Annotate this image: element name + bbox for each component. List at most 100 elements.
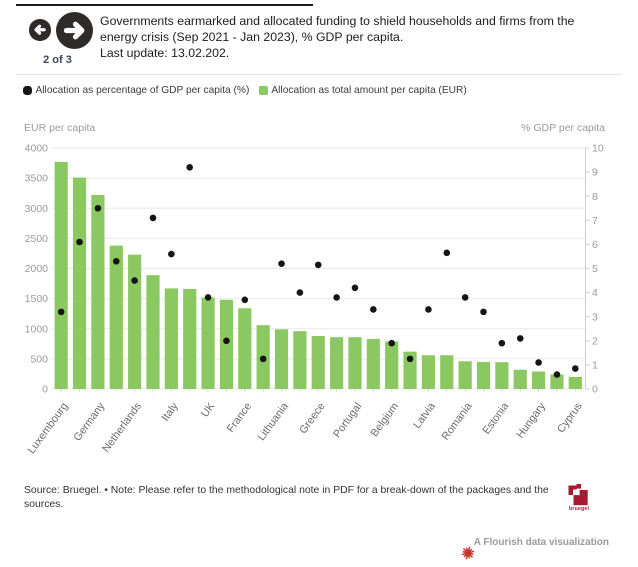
left-axis-tick-label: 500 [30,353,48,365]
dot-country-18[interactable] [370,306,377,313]
left-axis-tick-label: 4000 [25,143,49,155]
bar-country-8[interactable] [183,288,197,389]
slide-counter: 2 of 3 [43,54,72,66]
right-axis-tick-label: 4 [592,287,598,299]
previous-slide-button[interactable] [29,19,51,41]
bar-country-26[interactable] [513,369,527,389]
bar-netherlands[interactable] [128,254,142,389]
dot-country-22[interactable] [443,249,451,257]
dot-country-24[interactable] [480,308,487,316]
bar-luxembourg[interactable] [54,161,68,389]
x-axis-label-luxembourg: Luxembourg [26,401,71,457]
dot-italy[interactable] [168,250,175,258]
dot-estonia[interactable] [498,339,506,347]
bar-belgium[interactable] [385,341,399,389]
dot-latvia[interactable] [425,306,432,313]
bar-lithuania[interactable] [274,329,289,389]
dot-germany[interactable] [94,204,102,212]
dot-country-6[interactable] [149,214,157,222]
bar-portugal[interactable] [348,337,362,389]
dot-country-20[interactable] [406,355,414,363]
dot-lithuania[interactable] [278,260,285,267]
bar-country-10[interactable] [219,299,234,389]
x-axis-label-lithuania: Lithuania [255,401,290,444]
legend-label: Allocation as percentage of GDP per capi… [35,85,250,96]
next-slide-button[interactable] [56,12,93,49]
legend-item-total-amount[interactable]: Allocation as total amount per capita (E… [249,85,467,96]
right-axis-title: % GDP per capita [521,122,605,134]
right-axis-tick-label: 7 [592,215,598,227]
right-axis-tick-label: 3 [592,311,598,323]
arrow-right-icon [63,21,85,40]
dot-cyprus[interactable] [572,365,579,372]
bar-country-4[interactable] [109,245,123,389]
dot-portugal[interactable] [351,284,359,292]
x-axis-label-romania: Romania [439,401,474,443]
dot-country-26[interactable] [516,335,524,342]
bar-estonia[interactable] [495,362,509,389]
bar-country-16[interactable] [330,337,344,389]
x-axis-label-cyprus: Cyprus [555,400,585,435]
dot-romania[interactable] [461,294,469,301]
x-axis-label-estonia: Estonia [480,401,511,437]
bar-italy[interactable] [164,288,178,389]
bar-france[interactable] [238,308,252,389]
x-axis-label-germany: Germany [72,400,108,443]
bar-cyprus[interactable] [568,376,582,389]
dot-country-8[interactable] [186,163,194,171]
left-axis-tick-label: 1000 [25,323,49,335]
arrow-left-icon [34,24,46,35]
dot-country-28[interactable] [553,371,561,378]
flourish-attribution[interactable]: A Flourish data visualization [473,537,609,548]
bar-country-18[interactable] [366,338,380,389]
source-note: Source: Bruegel. • Note: Please refer to… [24,485,549,510]
legend: Allocation as percentage of GDP per capi… [23,85,623,96]
x-axis-label-portugal: Portugal [331,401,364,441]
x-axis-label-belgium: Belgium [368,401,401,440]
x-axis-label-latvia: Latvia [411,401,438,431]
bar-country-20[interactable] [403,351,417,389]
dot-country-10[interactable] [223,337,230,345]
dot-country-14[interactable] [296,289,304,296]
dot-country-12[interactable] [259,355,267,363]
header-divider [16,74,622,75]
bar-country-22[interactable] [440,355,454,389]
dot-hungary[interactable] [535,359,542,366]
bar-country-24[interactable] [476,361,491,389]
dot-country-2[interactable] [76,238,83,246]
dot-luxembourg[interactable] [57,308,65,316]
right-axis-tick-label: 9 [592,167,598,179]
bar-germany[interactable] [91,194,105,389]
bar-greece[interactable] [311,335,325,389]
bar-country-6[interactable] [146,275,160,389]
left-axis-title: EUR per capita [24,122,96,134]
left-axis-tick-label: 3000 [25,203,49,215]
bar-country-14[interactable] [293,331,307,389]
bar-country-2[interactable] [72,177,87,389]
bar-hungary[interactable] [531,371,546,389]
left-axis-tick-label: 0 [42,384,48,396]
flourish-logo-icon[interactable] [461,546,475,560]
bar-uk[interactable] [201,297,215,389]
right-axis-tick-label: 8 [592,191,598,203]
dot-netherlands[interactable] [131,277,138,284]
bar-latvia[interactable] [421,355,436,389]
dot-france[interactable] [241,296,249,304]
black-dot-legend-icon [23,86,32,95]
bar-country-28[interactable] [550,374,564,389]
dot-country-16[interactable] [333,294,340,301]
legend-item-gdp-percentage[interactable]: Allocation as percentage of GDP per capi… [23,85,249,96]
green-square-legend-icon [259,86,268,95]
legend-label: Allocation as total amount per capita (E… [271,85,467,96]
dot-uk[interactable] [204,294,212,301]
bruegel-logo: bruegel [568,484,589,512]
x-axis-label-hungary: Hungary [514,400,548,441]
dot-greece[interactable] [314,261,322,269]
x-axis-label-italy: Italy [159,400,181,424]
dot-country-4[interactable] [112,257,120,265]
bar-romania[interactable] [458,361,472,389]
dot-belgium[interactable] [388,339,395,347]
x-axis-label-greece: Greece [297,401,328,437]
